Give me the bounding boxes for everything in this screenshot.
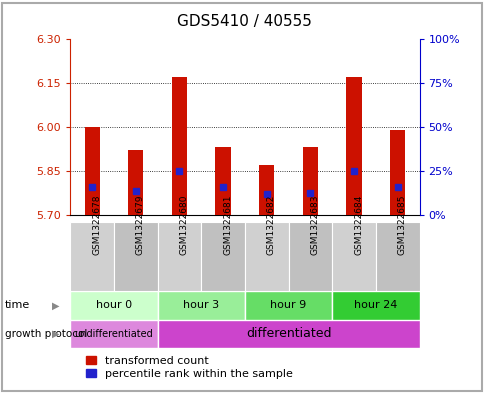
Text: GSM1322679: GSM1322679 — [136, 194, 145, 255]
Bar — [157, 222, 201, 291]
Text: hour 3: hour 3 — [183, 300, 219, 310]
Bar — [375, 222, 419, 291]
Bar — [389, 130, 405, 215]
Bar — [114, 222, 157, 291]
Text: hour 24: hour 24 — [353, 300, 397, 310]
Bar — [157, 320, 419, 348]
Text: GSM1322684: GSM1322684 — [353, 194, 363, 255]
Bar — [70, 222, 114, 291]
Bar — [302, 147, 318, 215]
Text: hour 9: hour 9 — [270, 300, 306, 310]
Text: GSM1322681: GSM1322681 — [223, 194, 232, 255]
Text: differentiated: differentiated — [245, 327, 331, 340]
Text: GDS5410 / 40555: GDS5410 / 40555 — [177, 14, 312, 29]
Bar — [258, 165, 274, 215]
Text: GSM1322680: GSM1322680 — [179, 194, 188, 255]
Text: GSM1322685: GSM1322685 — [397, 194, 406, 255]
Text: time: time — [5, 300, 30, 310]
Bar — [346, 77, 361, 215]
Bar — [201, 222, 244, 291]
Text: hour 0: hour 0 — [96, 300, 132, 310]
Text: undifferentiated: undifferentiated — [75, 329, 153, 339]
Text: ▶: ▶ — [52, 329, 60, 339]
Bar — [244, 291, 332, 320]
Text: growth protocol: growth protocol — [5, 329, 87, 339]
Legend: transformed count, percentile rank within the sample: transformed count, percentile rank withi… — [84, 353, 295, 381]
Text: GSM1322683: GSM1322683 — [310, 194, 319, 255]
Text: ▶: ▶ — [52, 300, 60, 310]
Text: GSM1322678: GSM1322678 — [92, 194, 101, 255]
Bar — [70, 291, 157, 320]
Bar — [157, 291, 244, 320]
Bar — [215, 147, 230, 215]
Bar — [70, 320, 157, 348]
Bar — [288, 222, 332, 291]
Bar — [84, 127, 100, 215]
Bar — [128, 150, 143, 215]
Bar — [171, 77, 187, 215]
Bar — [332, 222, 375, 291]
Bar — [332, 291, 419, 320]
Text: GSM1322682: GSM1322682 — [266, 194, 275, 255]
Bar — [244, 222, 288, 291]
